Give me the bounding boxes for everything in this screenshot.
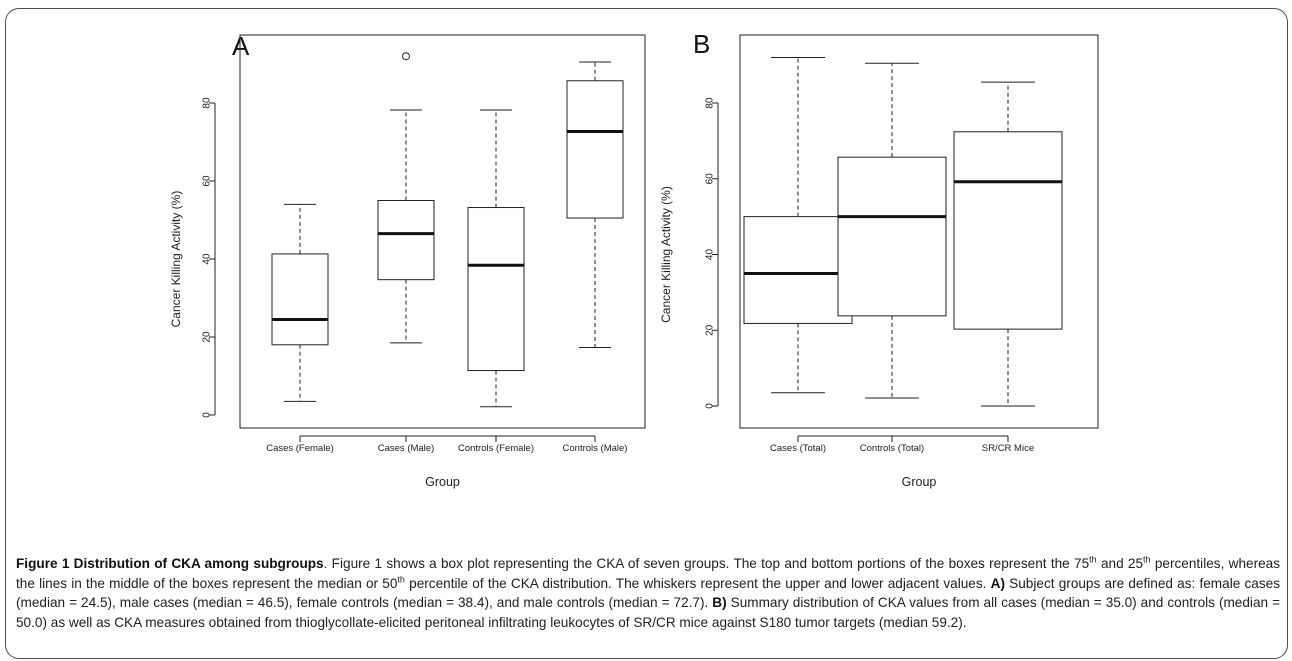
panel-a-y-tick-label: 60 — [202, 175, 213, 187]
caption-text-2b: and 25 — [1096, 556, 1144, 571]
panel-a-y-tick-label: 20 — [202, 331, 213, 343]
panel-a-x-tick-label: Controls (Male) — [563, 443, 628, 454]
caption-text-3b: Subject groups are defined as: female ca… — [1004, 575, 1280, 591]
panel-b-y-tick-label: 60 — [705, 173, 716, 185]
caption-label-b: B) — [712, 595, 727, 610]
panel-a-y-tick-label: 0 — [202, 412, 213, 418]
panel-b-box — [953, 131, 1063, 330]
panel-b-x-tick-label: Controls (Total) — [860, 443, 924, 454]
panel-a-x-tick-label: Cases (Male) — [378, 443, 435, 454]
caption-text-4b: Summary distribution of — [726, 595, 874, 610]
panel-b-x-tick-label: Cases (Total) — [770, 443, 826, 454]
panel-b-y-tick-label: 80 — [705, 97, 716, 109]
panel-a-y-axis-label: Cancer Killing Activity (%) — [169, 191, 183, 328]
panel-b-box — [743, 216, 853, 324]
panel-a-box — [467, 207, 525, 372]
caption-title: Figure 1 Distribution of CKA among subgr… — [16, 556, 324, 571]
panel-a-outlier-point — [402, 52, 410, 61]
caption-text-4: (median = 24.5), male cases (median = 46… — [16, 595, 709, 610]
caption-text-5: CKA values from all cases (median = 35.0… — [16, 595, 1281, 630]
panel-a-box — [566, 80, 624, 219]
panel-b-box — [837, 156, 947, 317]
panel-a-x-axis-label: Group — [425, 475, 460, 489]
panel-b-y-tick-label: 20 — [705, 324, 716, 336]
figure-frame — [5, 8, 1288, 659]
caption-sup-1: th — [1089, 554, 1097, 565]
panel-b-letter: B — [693, 29, 710, 59]
panel-b-plot-frame — [739, 34, 1099, 429]
figure-chart: A 0 20 40 60 80 Cancer Killing Activity (%) Cas… — [169, 29, 1099, 489]
panel-a-y-tick-label: 80 — [202, 97, 213, 109]
caption-text-2c: percentiles, whereas the lines in the mi… — [16, 556, 1281, 591]
panel-a-letter: A — [232, 31, 250, 61]
panel-b-y-tick-label: 40 — [705, 249, 716, 261]
panel-b-y-tick-label: 0 — [705, 403, 716, 409]
caption-text-1: . Figure 1 shows a box plot representing… — [323, 556, 853, 571]
caption-text-6: infiltrating leukocytes of SR/CR mice ag… — [488, 614, 967, 630]
panel-a-plot-frame — [239, 34, 646, 429]
caption-text-3: percentile of the CKA distribution. The … — [409, 575, 987, 591]
caption-text-2a: portions of the boxes represent the 75 — [857, 556, 1090, 571]
panel-a-box — [377, 200, 435, 281]
panel-a-box — [271, 253, 329, 346]
caption-label-a: A) — [990, 575, 1005, 591]
caption-sup-2: th — [1143, 554, 1151, 565]
panel-b-x-tick-label: SR/CR Mice — [982, 443, 1034, 454]
panel-a-x-tick-label: Controls (Female) — [458, 443, 534, 454]
panel-a-y-tick-label: 40 — [202, 253, 213, 265]
figure-caption: Figure 1 Distribution of CKA among subgr… — [16, 554, 1280, 632]
caption-sup-3: th — [397, 573, 405, 584]
panel-a-x-tick-label: Cases (Female) — [266, 443, 334, 454]
panel-b-x-axis-label: Group — [902, 475, 937, 489]
panel-b-y-axis-label: Cancer Killing Activity (%) — [659, 186, 673, 323]
